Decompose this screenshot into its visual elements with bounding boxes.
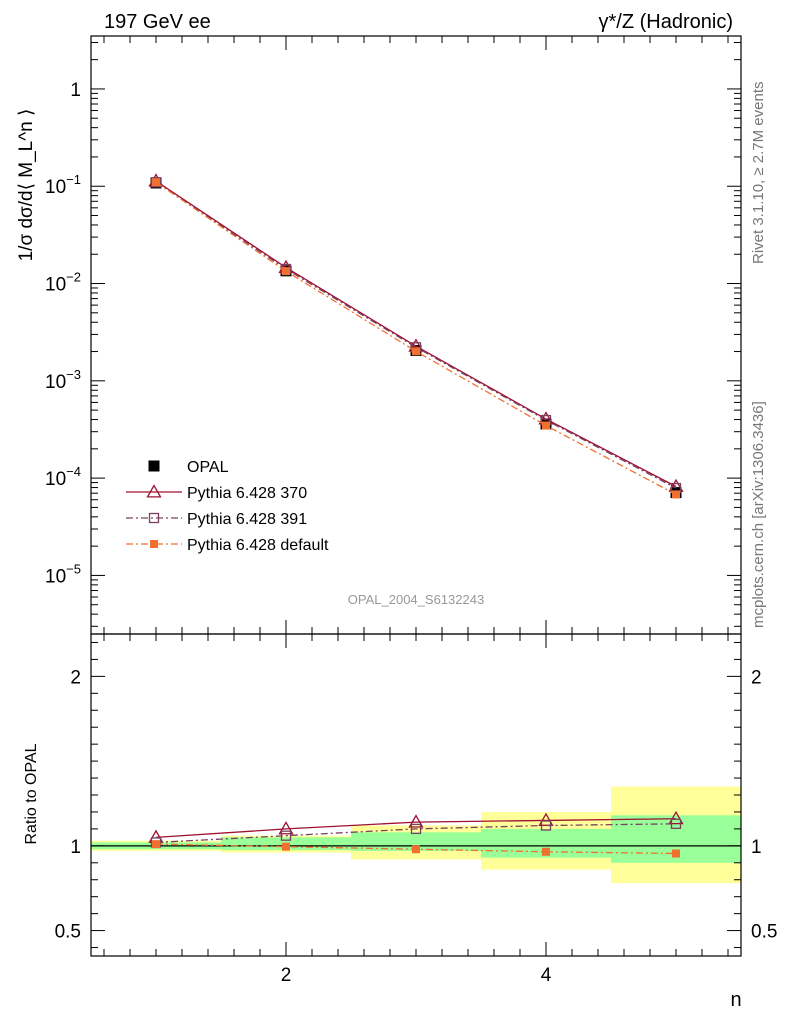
header-left: 197 GeV ee xyxy=(104,11,211,33)
x-axis-label: n xyxy=(730,989,741,1011)
ratio-point xyxy=(668,810,684,825)
ratio-panel: 0.5 0.5 1 1 2 2 2 4 xyxy=(55,633,777,986)
ratio-point xyxy=(280,830,292,841)
main-y-tick-label: 10−3 xyxy=(45,367,81,393)
main-point xyxy=(152,178,160,187)
legend-marker xyxy=(148,512,160,524)
legend-marker xyxy=(146,484,162,498)
main-panel: 1 10−1 10−2 10−3 10−4 10−5 xyxy=(45,35,742,635)
ratio-point xyxy=(412,845,420,854)
main-y-label: 1/σ dσ/d⟨ M_L^n ⟩ xyxy=(16,109,37,262)
main-point xyxy=(672,490,680,499)
legend-item: Pythia 6.428 default xyxy=(126,537,329,554)
legend-item: Pythia 6.428 391 xyxy=(126,511,307,528)
legend-item: OPAL xyxy=(148,459,229,476)
ratio-y-tick-label: 0.5 xyxy=(55,922,81,943)
analysis-label: OPAL_2004_S6132243 xyxy=(348,592,484,607)
main-y-tick-label: 10−1 xyxy=(45,172,81,198)
main-point xyxy=(542,421,550,430)
legend-label: Pythia 6.428 370 xyxy=(187,485,307,502)
ratio-y-tick-label-right: 1 xyxy=(751,837,762,858)
legend-label: OPAL xyxy=(187,459,229,476)
x-tick-label: 2 xyxy=(281,965,292,986)
ratio-point xyxy=(540,820,552,831)
legend-item: Pythia 6.428 370 xyxy=(126,484,307,502)
ratio-point xyxy=(278,821,294,835)
main-y-tick-label: 1 xyxy=(70,80,81,101)
main-series-line xyxy=(155,180,677,488)
main-y-tick-label: 10−2 xyxy=(45,270,81,296)
ratio-point xyxy=(408,814,424,828)
side-top: Rivet 3.1.10, ≥ 2.7M events xyxy=(750,82,767,265)
ratio-point xyxy=(542,847,550,856)
ratio-point xyxy=(282,842,290,851)
x-tick-label: 4 xyxy=(541,965,552,986)
ratio-series-line xyxy=(155,818,677,839)
legend-label: Pythia 6.428 391 xyxy=(187,511,307,528)
legend-label: Pythia 6.428 default xyxy=(187,537,329,554)
main-y-label-text: 1/σ dσ/d⟨ M_L^n ⟩ xyxy=(16,109,37,262)
legend-marker xyxy=(150,540,158,548)
main-point xyxy=(150,177,162,188)
main-series-2 xyxy=(150,177,682,494)
ratio-series-line xyxy=(155,823,677,844)
main-point xyxy=(282,267,290,276)
ratio-y-tick-label-right: 0.5 xyxy=(751,922,777,943)
legend-marker xyxy=(148,460,160,472)
side-bottom: mcplots.cern.ch [arXiv:1306.3436] xyxy=(750,401,767,628)
ratio-y-label: Ratio to OPAL xyxy=(23,743,40,844)
main-y-tick-label: 10−5 xyxy=(45,561,81,587)
main-series-line xyxy=(155,181,677,489)
ratio-point xyxy=(672,849,680,858)
ratio-y-tick-label-right: 2 xyxy=(751,667,762,688)
ratio-point xyxy=(670,818,682,829)
main-series-1 xyxy=(148,173,684,493)
ratio-y-tick-label: 2 xyxy=(70,667,81,688)
main-point xyxy=(412,347,420,356)
ratio-point xyxy=(152,840,160,849)
ratio-series-0 xyxy=(148,810,684,843)
ratio-series-2 xyxy=(152,840,680,858)
header-right: γ*/Z (Hadronic) xyxy=(599,11,733,33)
main-series-3 xyxy=(152,178,680,499)
legend: OPAL Pythia 6.428 370 Pythia 6.428 391 Pyth… xyxy=(126,459,329,554)
ratio-point xyxy=(410,823,422,835)
ratio-y-tick-label: 1 xyxy=(70,837,81,858)
main-y-tick-label: 10−4 xyxy=(45,464,81,490)
ratio-y-label-text: Ratio to OPAL xyxy=(23,743,40,844)
